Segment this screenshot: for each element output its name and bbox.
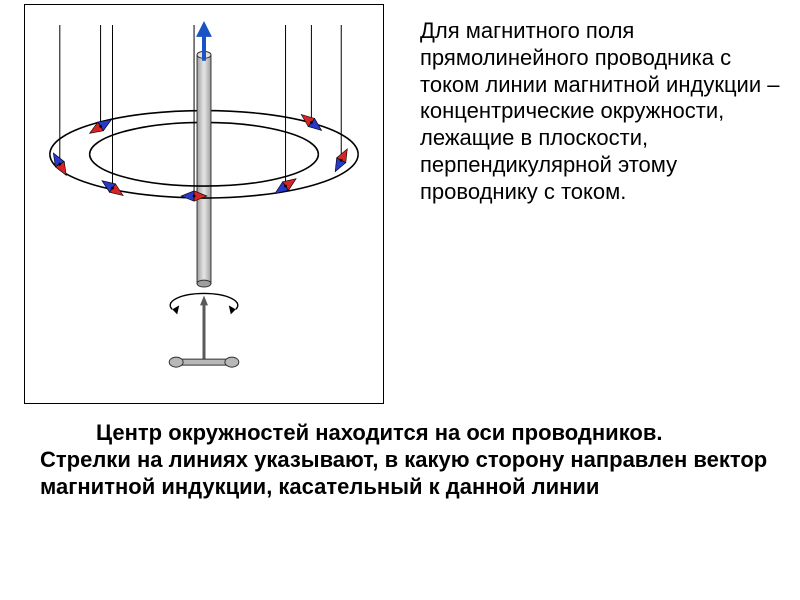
bottom-paragraph: Центр окружностей находится на оси прово… bbox=[40, 420, 780, 500]
side-paragraph: Для магнитного поля прямолинейного прово… bbox=[420, 18, 780, 206]
bottom-line-1: Центр окружностей находится на оси прово… bbox=[40, 420, 780, 447]
rotation-hand-icon bbox=[169, 293, 239, 367]
bottom-line-2: Стрелки на линиях указывают, в какую сто… bbox=[40, 447, 780, 501]
figure-frame bbox=[24, 4, 384, 404]
magnetic-field-diagram bbox=[25, 5, 383, 403]
conductor-rod bbox=[197, 51, 211, 287]
slide: Для магнитного поля прямолинейного прово… bbox=[0, 0, 800, 600]
